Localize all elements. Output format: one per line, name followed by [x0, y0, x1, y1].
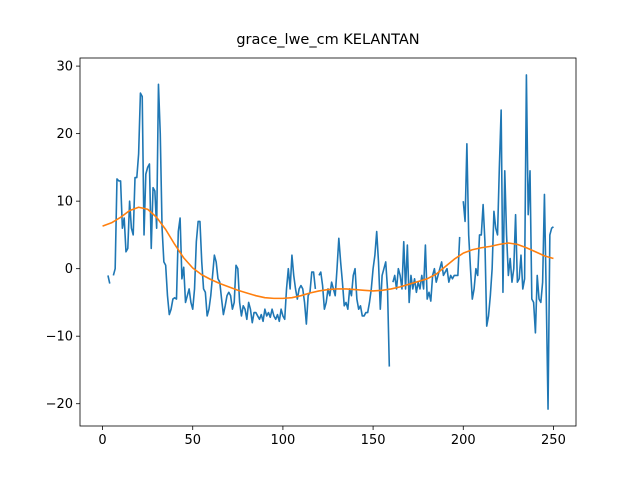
line-series: [102, 206, 554, 300]
line-series: [107, 74, 554, 410]
y-tick-label: 0: [65, 262, 73, 277]
chart-title: grace_lwe_cm KELANTAN: [236, 32, 419, 48]
y-tick-label: −20: [46, 397, 73, 412]
plot-frame: [79, 57, 577, 427]
x-tick-label: 50: [184, 433, 201, 448]
x-tick-label: 100: [270, 433, 295, 448]
x-tick-label: 150: [361, 433, 386, 448]
x-tick-label: 250: [541, 433, 566, 448]
x-tick-label: 0: [98, 433, 106, 448]
y-tick-label: 30: [56, 60, 73, 75]
y-tick-label: 20: [56, 127, 73, 142]
x-tick-label: 200: [451, 433, 476, 448]
y-tick-label: 10: [56, 195, 73, 210]
y-tick-label: −10: [46, 330, 73, 345]
